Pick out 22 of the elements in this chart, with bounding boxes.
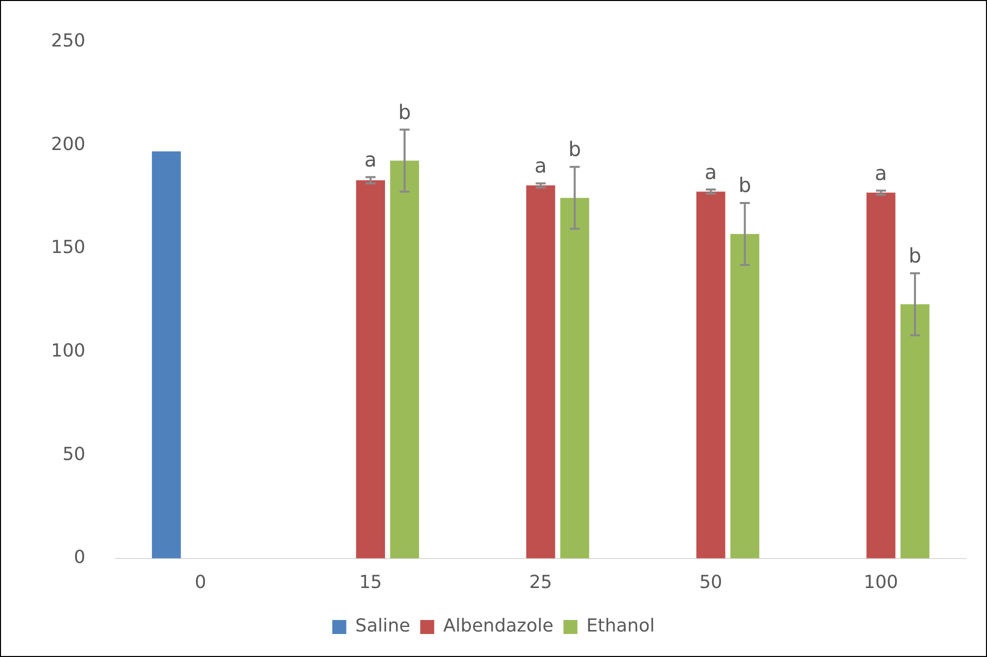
legend-label: Saline xyxy=(355,616,410,637)
y-tick-label: 50 xyxy=(62,444,86,465)
x-tick-label: 25 xyxy=(529,572,552,593)
annotation: b xyxy=(908,243,922,268)
annotation: b xyxy=(568,137,582,162)
x-tick-label: 100 xyxy=(864,572,898,593)
legend-label: Albendazole xyxy=(443,616,554,637)
annotation: b xyxy=(738,173,752,198)
legend-label: Ethanol xyxy=(586,616,655,637)
x-tick-label: 0 xyxy=(194,572,206,593)
y-tick-label: 100 xyxy=(50,340,86,362)
annotation: a xyxy=(704,160,717,184)
annotation: a xyxy=(364,147,377,172)
y-tick-label: 250 xyxy=(50,30,86,52)
annotation: a xyxy=(534,154,547,178)
x-tick-label: 15 xyxy=(359,572,382,593)
y-tick-label: 0 xyxy=(74,547,86,568)
y-tick-label: 150 xyxy=(50,237,86,258)
x-tick-label: 50 xyxy=(699,572,722,593)
y-tick-label: 200 xyxy=(50,134,86,155)
annotation: b xyxy=(398,100,411,124)
annotation: a xyxy=(874,160,888,185)
